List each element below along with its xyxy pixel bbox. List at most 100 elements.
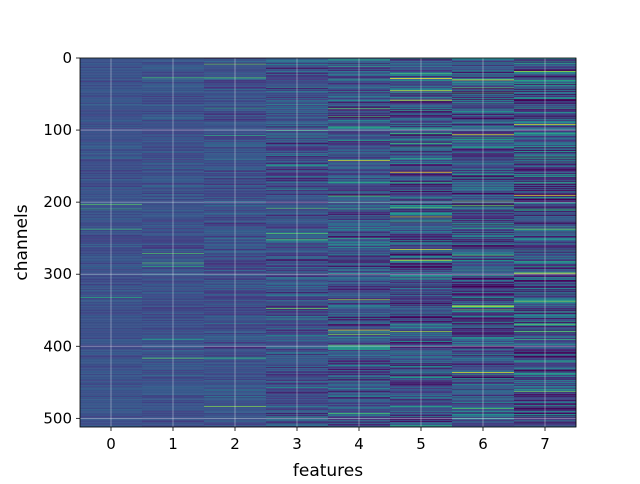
heatmap-cell: [452, 381, 515, 383]
heatmap-cell: [80, 236, 143, 237]
heatmap-cell: [514, 425, 577, 427]
heatmap-cell: [328, 424, 391, 426]
heatmap-cell: [452, 179, 515, 181]
heatmap-cell: [452, 375, 515, 377]
heatmap-cell: [142, 246, 205, 248]
heatmap-cell: [142, 303, 205, 305]
heatmap-cell: [390, 132, 453, 134]
heatmap-cell: [266, 266, 329, 268]
heatmap-cell: [80, 328, 143, 330]
heatmap-cell: [142, 326, 205, 328]
heatmap-cell: [328, 315, 391, 317]
heatmap-cell: [452, 282, 515, 284]
heatmap-cell: [266, 286, 329, 288]
heatmap-cell: [204, 304, 267, 306]
heatmap-cell: [514, 238, 577, 240]
heatmap-cell: [80, 357, 143, 359]
heatmap-cell: [390, 215, 453, 217]
heatmap-cell: [452, 305, 515, 307]
heatmap-cell: [328, 225, 391, 227]
heatmap-cell: [390, 174, 453, 176]
heatmap-cell: [390, 236, 453, 237]
heatmap-cell: [204, 285, 267, 286]
heatmap-cell: [514, 205, 577, 207]
heatmap-cell: [142, 144, 205, 146]
heatmap-cell: [142, 137, 205, 139]
heatmap-cell: [514, 362, 577, 364]
heatmap-cell: [142, 103, 205, 105]
heatmap-cell: [328, 411, 391, 413]
heatmap-cell: [266, 335, 329, 337]
heatmap-cell: [390, 378, 453, 380]
heatmap-cell: [390, 241, 453, 243]
heatmap-cell: [266, 290, 329, 292]
heatmap-cell: [204, 305, 267, 307]
heatmap-cell: [328, 256, 391, 258]
heatmap-cell: [514, 224, 577, 226]
heatmap-cell: [328, 153, 391, 155]
heatmap-cell: [514, 326, 577, 328]
heatmap-cell: [142, 125, 205, 126]
heatmap-cell: [328, 272, 391, 274]
heatmap-cell: [328, 339, 391, 341]
heatmap-cell: [80, 408, 143, 410]
heatmap-cell: [390, 403, 453, 405]
heatmap-cell: [142, 391, 205, 393]
heatmap-cell: [452, 69, 515, 71]
heatmap-cell: [390, 164, 453, 166]
heatmap-cell: [204, 65, 267, 67]
heatmap-cell: [390, 169, 453, 171]
heatmap-cell: [204, 62, 267, 64]
heatmap-cell: [328, 125, 391, 126]
heatmap-cell: [452, 91, 515, 93]
heatmap-cell: [80, 246, 143, 248]
heatmap-cell: [142, 290, 205, 292]
heatmap-cell: [514, 130, 577, 132]
heatmap-cell: [204, 103, 267, 105]
heatmap-cell: [514, 398, 577, 400]
heatmap-cell: [514, 292, 577, 294]
heatmap-cell: [514, 274, 577, 276]
heatmap-cell: [204, 217, 267, 219]
heatmap-cell: [390, 107, 453, 108]
heatmap-cell: [514, 359, 577, 361]
heatmap-cell: [204, 116, 267, 118]
heatmap-cell: [452, 322, 515, 324]
heatmap-cell: [142, 228, 205, 230]
heatmap-cell: [328, 114, 391, 116]
heatmap-cell: [390, 407, 453, 409]
heatmap-cell: [328, 298, 391, 300]
heatmap-cell: [452, 158, 515, 160]
heatmap-cell: [514, 145, 577, 147]
heatmap-cell: [514, 75, 577, 77]
heatmap-cell: [328, 357, 391, 359]
heatmap-cell: [514, 423, 577, 425]
heatmap-cell: [514, 381, 577, 383]
heatmap-cell: [514, 73, 577, 75]
heatmap-cell: [514, 302, 577, 304]
heatmap-cell: [328, 258, 391, 260]
heatmap-cell: [80, 282, 143, 284]
heatmap-cell: [80, 181, 143, 183]
heatmap-cell: [142, 203, 205, 205]
heatmap-cell: [142, 349, 205, 351]
heatmap-cell: [80, 411, 143, 413]
heatmap-cell: [328, 245, 391, 247]
heatmap-cell: [80, 321, 143, 323]
heatmap-cell: [452, 414, 515, 415]
heatmap-cell: [266, 151, 329, 153]
heatmap-cell: [328, 334, 391, 335]
heatmap-cell: [514, 187, 577, 189]
heatmap-cell: [266, 215, 329, 217]
heatmap-cell: [514, 246, 577, 248]
heatmap-cell: [452, 309, 515, 311]
heatmap-cell: [452, 348, 515, 350]
heatmap-cell: [266, 94, 329, 96]
heatmap-cell: [328, 382, 391, 384]
heatmap-cell: [328, 123, 391, 125]
heatmap-cell: [266, 280, 329, 282]
heatmap-cell: [204, 106, 267, 108]
heatmap-cell: [266, 252, 329, 254]
heatmap-cell: [514, 419, 577, 421]
heatmap-cell: [80, 396, 143, 397]
